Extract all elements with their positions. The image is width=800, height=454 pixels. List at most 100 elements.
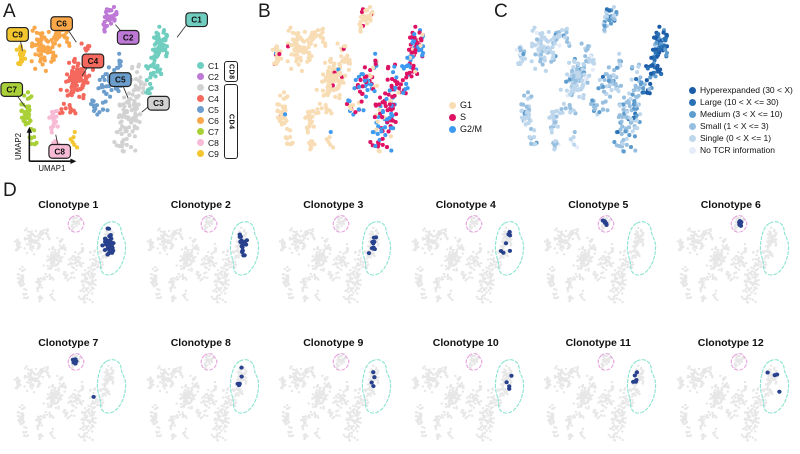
cluster-callout-label: C1 bbox=[191, 15, 202, 25]
clonotype-title: Clonotype 3 bbox=[303, 199, 364, 211]
legend-dot bbox=[197, 128, 204, 135]
cluster-callout-label: C3 bbox=[153, 98, 164, 108]
legend-label: Hyperexpanded (30 < X) bbox=[700, 85, 793, 95]
legend-item: Small (1 < X <= 3) bbox=[689, 120, 793, 132]
legend-label: C9 bbox=[208, 148, 219, 159]
clonotype-panel: Clonotype 2 bbox=[135, 199, 268, 313]
cd8-c1-outline bbox=[494, 221, 524, 276]
cluster-callout-box bbox=[108, 72, 132, 88]
legend-label: C2 bbox=[208, 71, 219, 82]
legend-dot bbox=[197, 95, 204, 102]
cluster-callout-box bbox=[48, 143, 72, 159]
legend-dot bbox=[689, 98, 696, 106]
legend-label: No TCR information bbox=[700, 145, 775, 155]
legend-item: Medium (3 < X <= 10) bbox=[689, 108, 793, 120]
legend-label: G2/M bbox=[460, 124, 483, 134]
cd8-c2-outline bbox=[67, 215, 85, 233]
legend-item: C4 bbox=[197, 93, 219, 104]
expansion-legend: Hyperexpanded (30 < X) Large (10 < X <= … bbox=[689, 84, 793, 156]
legend-label: S bbox=[460, 112, 467, 122]
umap-points bbox=[270, 4, 426, 154]
clonotype-title: Clonotype 8 bbox=[170, 337, 231, 349]
legend-dot bbox=[197, 117, 204, 124]
clonotype-title: Clonotype 10 bbox=[432, 337, 499, 349]
legend-item: G1 bbox=[449, 99, 482, 111]
legend-label: Large (10 < X <= 30) bbox=[700, 97, 779, 107]
legend-label: C8 bbox=[208, 137, 219, 148]
legend-label: C1 bbox=[208, 60, 219, 71]
cluster-callout-label: C5 bbox=[115, 75, 126, 85]
cd8-c2-outline bbox=[730, 353, 748, 371]
cluster-callout-box bbox=[6, 26, 29, 42]
legend-label: Single (0 < X <= 1) bbox=[700, 133, 772, 143]
legend-item: C6 bbox=[197, 115, 219, 126]
clonotype-umap bbox=[676, 214, 789, 304]
clonotype-title: Clonotype 1 bbox=[38, 199, 99, 211]
legend-dot bbox=[197, 150, 204, 157]
cd8-c2-outline bbox=[332, 215, 350, 233]
legend-dot bbox=[197, 84, 204, 91]
cluster-callout-label: C9 bbox=[12, 29, 23, 39]
legend-dot bbox=[197, 139, 204, 146]
legend-label: C6 bbox=[208, 115, 219, 126]
clonotype-panel: Clonotype 4 bbox=[400, 199, 533, 313]
clonotype-title: Clonotype 2 bbox=[170, 199, 231, 211]
legend-item: Hyperexpanded (30 < X) bbox=[689, 84, 793, 96]
legend-item: G2/M bbox=[449, 123, 482, 135]
legend-label: C5 bbox=[208, 104, 219, 115]
legend-dot bbox=[449, 101, 456, 109]
panel-label-a: A bbox=[3, 1, 16, 22]
clonotype-title: Clonotype 6 bbox=[700, 199, 761, 211]
umap-panel-expansion bbox=[514, 4, 670, 154]
cluster-callout-label: C2 bbox=[123, 32, 134, 42]
clonotype-panel: Clonotype 9 bbox=[267, 337, 400, 451]
cd8-c1-outline bbox=[627, 221, 657, 276]
x-axis-arrowhead bbox=[70, 158, 77, 164]
cd8-c1-outline bbox=[97, 359, 127, 414]
clonotype-umap bbox=[13, 214, 127, 304]
legend-dot bbox=[689, 146, 696, 154]
cluster-callout-box bbox=[147, 95, 170, 111]
cd8-label: CD8 bbox=[227, 63, 235, 80]
x-axis-label: UMAP1 bbox=[38, 164, 65, 173]
legend-item: C9 bbox=[197, 148, 219, 159]
cluster-callout-box bbox=[81, 53, 105, 69]
cd8-c1-outline bbox=[229, 221, 259, 276]
cd8-c2-outline bbox=[597, 215, 615, 233]
legend-item: S bbox=[449, 111, 482, 123]
cluster-callout-label: C7 bbox=[6, 84, 17, 94]
umap-points bbox=[14, 4, 170, 154]
clonotype-row-1: Clonotype 1 Clonotype 2 Clonotype 3 Clon… bbox=[2, 199, 797, 313]
legend-label: G1 bbox=[460, 100, 473, 110]
clonotype-title: Clonotype 12 bbox=[697, 337, 764, 349]
panel-label-b: B bbox=[258, 1, 271, 22]
clonotype-panel: Clonotype 8 bbox=[135, 337, 268, 451]
legend-item: Single (0 < X <= 1) bbox=[689, 132, 793, 144]
cd8-c2-outline bbox=[332, 353, 350, 371]
clonotype-umap bbox=[543, 214, 657, 304]
cell-cycle-legend: G1 S G2/M bbox=[449, 99, 482, 135]
legend-label: C7 bbox=[208, 126, 219, 137]
legend-dot bbox=[197, 62, 204, 69]
cd8-c1-outline bbox=[97, 221, 127, 276]
panel-label-c: C bbox=[494, 1, 508, 22]
cluster-callout-box bbox=[0, 82, 24, 97]
legend-dot bbox=[689, 122, 696, 130]
clonotype-panel: Clonotype 7 bbox=[2, 337, 135, 451]
clonotype-title: Clonotype 11 bbox=[565, 337, 631, 349]
cd8-c2-outline bbox=[200, 215, 218, 233]
legend-label: Medium (3 < X <= 10) bbox=[700, 109, 783, 119]
panel-label-d: D bbox=[3, 180, 17, 201]
cd8-c1-outline bbox=[627, 359, 657, 414]
cd8-c1-outline bbox=[759, 221, 789, 276]
cd4-label: CD4 bbox=[227, 113, 235, 130]
cd8-c1-outline bbox=[229, 359, 259, 414]
clonotype-umap bbox=[543, 352, 657, 442]
legend-dot bbox=[197, 106, 204, 113]
clonotype-umap bbox=[676, 352, 789, 442]
clonotype-umap bbox=[13, 352, 127, 442]
legend-label: C4 bbox=[208, 93, 219, 104]
clonotype-row-2: Clonotype 7 Clonotype 8 Clonotype 9 Clon… bbox=[2, 337, 797, 451]
cd8-c2-outline bbox=[200, 353, 218, 371]
cd8-c1-outline bbox=[362, 221, 392, 276]
